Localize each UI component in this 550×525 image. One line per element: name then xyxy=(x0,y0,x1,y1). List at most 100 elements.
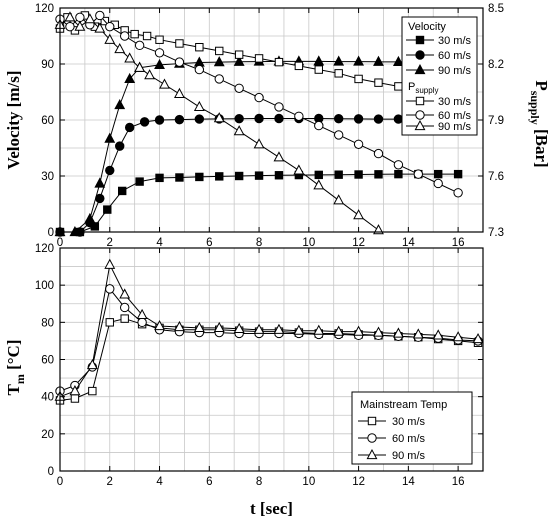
top-legend-title: Velocity xyxy=(408,21,446,33)
data-point-psupply-90-m-s xyxy=(124,52,136,63)
data-point-psupply-60-m-s xyxy=(314,120,324,131)
data-point-velocity-30-m-s xyxy=(314,170,323,180)
data-point-velocity-90-m-s xyxy=(124,72,136,84)
data-point-psupply-90-m-s xyxy=(74,20,86,31)
top-y-tick-label: 0 xyxy=(48,227,54,239)
data-point-velocity-60-m-s xyxy=(115,141,125,151)
data-point-tm-90-m-s xyxy=(472,332,484,344)
bottom-legend-label: 30 m/s xyxy=(392,416,426,428)
data-point-velocity-60-m-s xyxy=(254,113,264,124)
top-x-tick-label: 12 xyxy=(352,237,365,249)
data-point-tm-30-m-s xyxy=(120,314,129,323)
data-point-psupply-60-m-s xyxy=(333,130,344,140)
top-legend-label: 90 m/s xyxy=(438,65,472,77)
top-y2-axis-title: Psupply [Bar] xyxy=(528,80,550,167)
data-point-psupply-30-m-s xyxy=(234,50,244,59)
bottom-x-tick-label: 2 xyxy=(107,476,113,488)
data-point-psupply-30-m-s xyxy=(254,54,264,63)
top-y2-axis-unit: [Bar] xyxy=(532,125,550,168)
data-point-psupply-60-m-s xyxy=(134,40,145,51)
bottom-x-tick-label: 8 xyxy=(256,476,262,488)
data-point-psupply-90-m-s xyxy=(114,43,126,54)
data-point-psupply-60-m-s xyxy=(393,160,404,170)
data-point-psupply-90-m-s xyxy=(104,33,116,44)
data-point-velocity-60-m-s xyxy=(124,122,135,133)
bottom-x-tick-label: 16 xyxy=(452,476,465,488)
top-panel: 0 2 4 6 8 10 12 14 16 0 30 60 90 120 7.3 7.6 7.9 8.2 8.5 Ve… xyxy=(4,3,550,249)
data-point-velocity-60-m-s xyxy=(105,165,115,176)
bottom-legend-marker xyxy=(366,448,378,460)
top-legend-subtitle-main: P xyxy=(408,81,415,93)
data-point-psupply-60-m-s xyxy=(294,111,304,121)
top-legend-label: 30 m/s xyxy=(438,35,472,47)
data-point-psupply-60-m-s xyxy=(453,188,463,198)
top-x-tick-label: 16 xyxy=(452,237,465,249)
bottom-legend-title: Mainstream Temp xyxy=(360,399,447,411)
data-point-psupply-60-m-s xyxy=(433,178,443,189)
data-point-psupply-90-m-s xyxy=(94,22,106,33)
bottom-legend-label: 90 m/s xyxy=(392,450,426,462)
top-y-axis-label: Velocity xyxy=(4,107,23,169)
data-point-tm-90-m-s xyxy=(373,326,384,337)
top-y2-tick-label: 7.9 xyxy=(488,115,504,127)
data-point-velocity-90-m-s xyxy=(233,55,245,66)
data-point-tm-90-m-s xyxy=(154,319,165,331)
data-point-tm-90-m-s xyxy=(69,385,81,396)
top-y2-tick-label: 7.6 xyxy=(488,171,504,183)
data-point-psupply-30-m-s xyxy=(314,65,323,74)
data-point-velocity-90-m-s xyxy=(313,55,325,66)
data-point-psupply-90-m-s xyxy=(174,87,185,98)
data-point-velocity-30-m-s xyxy=(175,173,184,182)
bottom-x-tick-label: 12 xyxy=(352,476,365,488)
data-point-tm-90-m-s xyxy=(353,325,365,336)
data-point-velocity-60-m-s xyxy=(234,113,244,124)
data-point-psupply-90-m-s xyxy=(333,194,345,205)
data-point-velocity-60-m-s xyxy=(154,115,165,125)
data-point-velocity-90-m-s xyxy=(213,56,225,67)
data-point-velocity-60-m-s xyxy=(393,114,404,124)
bottom-y-axis-label-sub: m xyxy=(13,374,27,384)
bottom-y-tick-label: 120 xyxy=(35,243,54,255)
data-point-psupply-30-m-s xyxy=(215,46,224,56)
top-x-tick-label: 10 xyxy=(302,237,315,249)
series-line-velocity-60-m-s xyxy=(60,118,419,233)
data-point-psupply-90-m-s xyxy=(253,138,265,149)
data-point-tm-60-m-s xyxy=(105,284,115,294)
top-y-tick-label: 60 xyxy=(41,115,54,127)
data-point-psupply-90-m-s xyxy=(84,13,96,24)
data-point-tm-90-m-s xyxy=(213,321,225,333)
bottom-panel: 0 2 4 6 8 10 12 14 16 0 20 40 60 80 100 120 Tm [°C] t [se… xyxy=(4,243,484,518)
data-point-velocity-90-m-s xyxy=(94,177,106,188)
top-legend-label: 90 m/s xyxy=(438,121,472,133)
bottom-x-tick-label: 4 xyxy=(156,476,163,488)
data-point-tm-90-m-s xyxy=(392,327,404,338)
bottom-legend-marker xyxy=(367,416,377,426)
data-point-velocity-60-m-s xyxy=(353,114,364,124)
data-point-velocity-60-m-s xyxy=(139,117,150,127)
data-point-tm-90-m-s xyxy=(412,328,424,339)
bottom-x-tick-label: 0 xyxy=(57,476,63,488)
data-point-tm-60-m-s xyxy=(137,317,147,328)
data-point-velocity-30-m-s xyxy=(354,170,363,179)
bottom-y-tick-label: 60 xyxy=(41,355,54,367)
data-point-velocity-60-m-s xyxy=(373,114,384,124)
data-point-velocity-90-m-s xyxy=(193,56,205,67)
bottom-y-tick-label: 100 xyxy=(35,280,54,292)
data-point-velocity-90-m-s xyxy=(333,55,345,66)
data-point-velocity-30-m-s xyxy=(135,177,144,186)
data-point-tm-90-m-s xyxy=(313,324,325,335)
data-point-psupply-90-m-s xyxy=(213,112,225,123)
data-point-psupply-60-m-s xyxy=(75,12,85,23)
top-x-tick-label: 6 xyxy=(206,237,212,249)
top-y2-tick-label: 7.3 xyxy=(488,227,504,239)
data-point-psupply-30-m-s xyxy=(354,74,363,84)
data-point-velocity-30-m-s xyxy=(274,171,284,180)
data-point-tm-90-m-s xyxy=(293,324,305,335)
data-point-tm-90-m-s xyxy=(253,323,265,334)
top-x-tick-label: 4 xyxy=(156,237,163,249)
data-point-velocity-30-m-s xyxy=(234,171,244,181)
data-point-velocity-90-m-s xyxy=(104,132,116,143)
top-y-axis-title: Velocity [m/s] xyxy=(4,71,23,170)
data-point-psupply-90-m-s xyxy=(134,61,146,72)
data-point-velocity-30-m-s xyxy=(374,170,383,179)
